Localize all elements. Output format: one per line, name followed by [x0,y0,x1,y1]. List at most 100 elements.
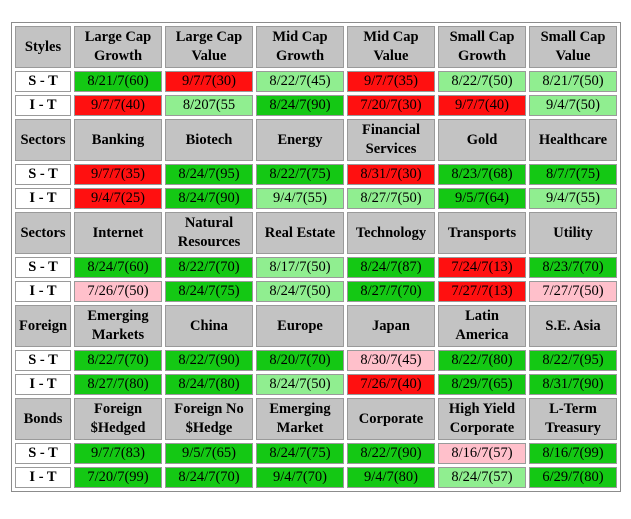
signal-cell: 7/27/7(50) [529,281,617,302]
signal-cell: 8/24/7(95) [165,164,253,185]
signal-cell: 7/20/7(99) [74,467,162,488]
column-header: Small Cap Value [529,26,617,68]
signal-cell: 8/22/7(90) [165,350,253,371]
signal-cell: 8/7/7(75) [529,164,617,185]
signal-cell: 8/21/7(60) [74,71,162,92]
group-category-label: Sectors [15,212,71,254]
column-header-line: High Yield [448,401,516,417]
signal-cell: 8/24/7(90) [256,95,344,116]
column-header: Foreign No $Hedge [165,398,253,440]
column-header: Natural Resources [165,212,253,254]
signal-cell: 9/5/7(65) [165,443,253,464]
signal-cell: 9/7/7(40) [438,95,526,116]
column-header-line: Transports [447,224,517,241]
column-header-line: Utility [553,224,593,241]
column-header-line: $Hedged [90,420,146,436]
column-header: Corporate [347,398,435,440]
column-header-line: Growth [457,48,507,64]
column-header: L-Term Treasury [529,398,617,440]
group-header-row: Foreign Emerging Markets China Europe Japan La… [15,305,617,347]
signal-cell: 9/4/7(55) [529,188,617,209]
table-row: S - T 9/7/7(83) 9/5/7(65) 8/24/7(75) 8/22/7(… [15,443,617,464]
column-header: Emerging Markets [74,305,162,347]
table-row: I - T 9/4/7(25) 8/24/7(90) 9/4/7(55) 8/27/7(… [15,188,617,209]
signal-cell: 9/7/7(35) [347,71,435,92]
signal-cell: 7/26/7(50) [74,281,162,302]
signal-cell: 6/29/7(80) [529,467,617,488]
table-row: S - T 8/22/7(70) 8/22/7(90) 8/20/7(70) 8/30/… [15,350,617,371]
column-header-line: Natural [184,215,234,231]
column-header: S.E. Asia [529,305,617,347]
signal-cell: 8/24/7(75) [256,443,344,464]
column-header-line: Japan [372,317,410,334]
column-header-line: Markets [91,327,145,343]
column-header-line: Corporate [358,410,424,427]
table-row: I - T 7/26/7(50) 8/24/7(75) 8/24/7(50) 8/27/… [15,281,617,302]
column-header-line: America [455,327,509,343]
column-header-line: Small Cap [540,29,606,45]
column-header-line: Treasury [545,420,601,436]
column-header-line: Large Cap [84,29,152,45]
signal-cell: 8/31/7(90) [529,374,617,395]
column-header: Mid Cap Value [347,26,435,68]
signal-cell: 8/24/7(90) [165,188,253,209]
column-header-line: Growth [275,48,325,64]
group-category-label: Bonds [15,398,71,440]
signal-cell: 8/24/7(50) [256,281,344,302]
column-header: Europe [256,305,344,347]
signal-cell: 7/26/7(40) [347,374,435,395]
column-header: Energy [256,119,344,161]
row-label: S - T [15,350,71,371]
column-header: Utility [529,212,617,254]
group-header-row: Sectors Internet Natural Resources Real Esta… [15,212,617,254]
signal-cell: 9/7/7(83) [74,443,162,464]
column-header-line: Emerging [87,308,149,324]
column-header-line: Small Cap [449,29,515,45]
table-row: S - T 8/21/7(60) 9/7/7(30) 8/22/7(45) 9/7/7(… [15,71,617,92]
column-header-line: Foreign [93,401,143,417]
column-header: Foreign $Hedged [74,398,162,440]
table-row: S - T 8/24/7(60) 8/22/7(70) 8/17/7(50) 8/24/… [15,257,617,278]
signal-cell: 8/24/7(70) [165,467,253,488]
signal-cell: 9/4/7(80) [347,467,435,488]
group-header-row: Styles Large Cap Growth Large Cap Value Mid C… [15,26,617,68]
column-header-line: L-Term [549,401,597,417]
column-header-line: Foreign No [174,401,244,417]
column-header: Small Cap Growth [438,26,526,68]
signal-cell: 7/20/7(30) [347,95,435,116]
signal-cell: 8/27/7(70) [347,281,435,302]
signals-table-body: Styles Large Cap Growth Large Cap Value Mid C… [15,26,617,488]
column-header: High Yield Corporate [438,398,526,440]
row-label: S - T [15,257,71,278]
signal-cell: 9/7/7(40) [74,95,162,116]
column-header-line: Banking [91,131,145,148]
signal-cell: 8/22/7(80) [438,350,526,371]
signal-cell: 8/23/7(68) [438,164,526,185]
column-header-line: Mid Cap [272,29,328,45]
signal-cell: 8/22/7(75) [256,164,344,185]
table-row: I - T 7/20/7(99) 8/24/7(70) 9/4/7(70) 9/4/7(… [15,467,617,488]
column-header-line: Biotech [185,131,233,148]
column-header: Mid Cap Growth [256,26,344,68]
column-header-line: $Hedge [185,420,233,436]
signal-cell: 8/24/7(60) [74,257,162,278]
signal-cell: 8/207(55 [165,95,253,116]
table-row: I - T 8/27/7(80) 8/24/7(80) 8/24/7(50) 7/26/… [15,374,617,395]
signal-cell: 8/22/7(95) [529,350,617,371]
signal-cell: 8/16/7(57) [438,443,526,464]
row-label: I - T [15,95,71,116]
column-header-line: Financial [361,122,420,138]
signal-cell: 8/27/7(50) [347,188,435,209]
row-label: S - T [15,71,71,92]
column-header-line: Emerging [269,401,331,417]
signal-cell: 9/7/7(30) [165,71,253,92]
column-header-line: Technology [355,224,427,241]
column-header: Transports [438,212,526,254]
signal-cell: 8/24/7(50) [256,374,344,395]
signal-cell: 8/22/7(90) [347,443,435,464]
table-row: S - T 9/7/7(35) 8/24/7(95) 8/22/7(75) 8/31/7… [15,164,617,185]
signal-cell: 8/29/7(65) [438,374,526,395]
column-header-line: Market [276,420,324,436]
signal-cell: 8/30/7(45) [347,350,435,371]
column-header-line: Value [373,48,409,64]
